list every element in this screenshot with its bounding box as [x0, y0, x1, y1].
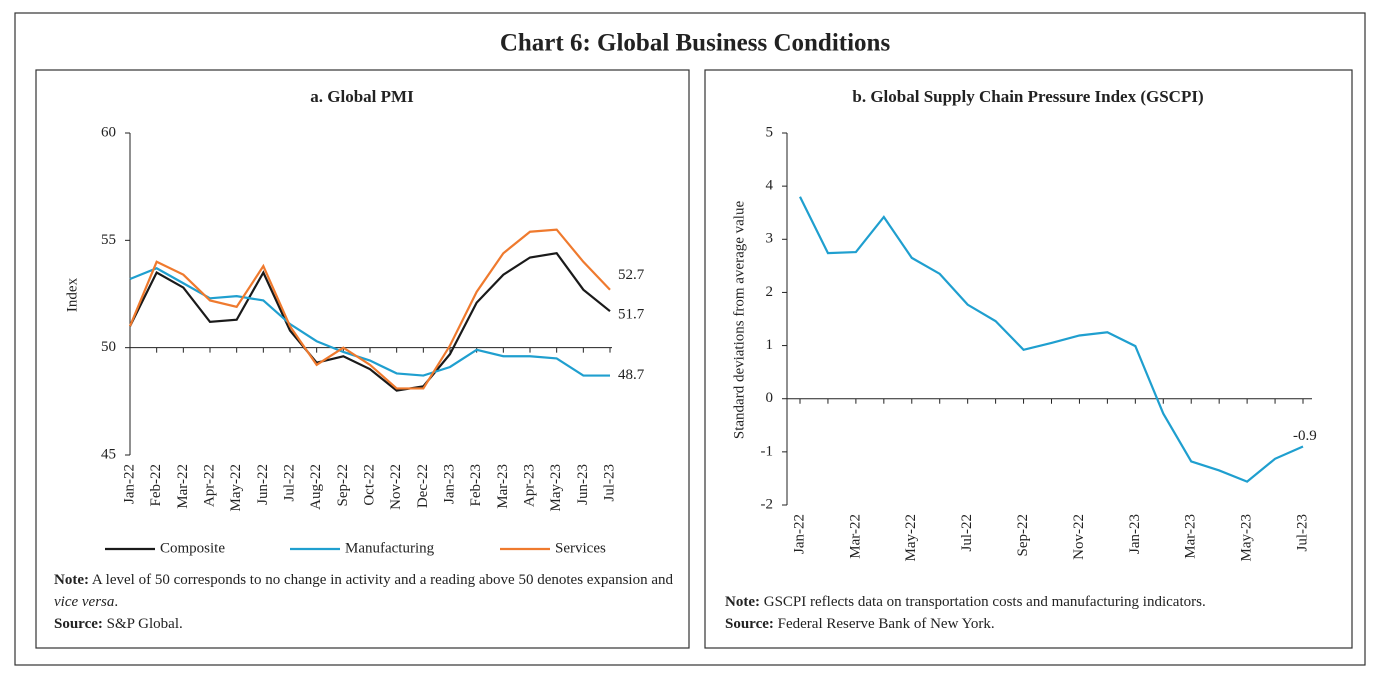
x-tick-label: Mar-23 — [1183, 514, 1199, 559]
x-tick-label: May-23 — [548, 464, 564, 512]
note: Note: A level of 50 corresponds to no ch… — [54, 569, 674, 635]
x-tick-label: Apr-23 — [521, 464, 537, 507]
source-text: S&P Global. — [106, 616, 183, 632]
x-tick-label: May-23 — [1239, 514, 1255, 562]
y-tick-label: 4 — [766, 178, 774, 194]
x-tick-label: Jul-22 — [281, 464, 297, 502]
value-label: 51.7 — [618, 307, 645, 323]
note-label: Note: — [725, 594, 760, 610]
note: Note: GSCPI reflects data on transportat… — [725, 591, 1345, 635]
note-end: . — [114, 594, 119, 610]
y-tick-label: 2 — [766, 284, 774, 300]
y-axis-label: Standard deviations from average value — [731, 201, 747, 440]
value-label: 48.7 — [618, 367, 645, 383]
panel-frame — [35, 69, 690, 649]
legend-label: Manufacturing — [345, 540, 435, 556]
source-text: Federal Reserve Bank of New York. — [777, 616, 995, 632]
y-tick-label: 1 — [766, 337, 774, 353]
legend-label: Services — [555, 540, 606, 556]
x-tick-label: May-22 — [903, 514, 919, 562]
x-tick-label: Jul-23 — [601, 464, 617, 502]
chart-title: Chart 6: Global Business Conditions — [500, 30, 891, 57]
source-line: Source: S&P Global. — [54, 613, 674, 635]
series-line — [129, 252, 611, 392]
x-tick-label: Jun-22 — [255, 464, 271, 505]
y-tick-label: 45 — [101, 446, 116, 462]
x-tick-label: Jan-22 — [791, 514, 807, 554]
x-tick-label: Sep-22 — [1015, 514, 1031, 557]
note-line: Note: GSCPI reflects data on transportat… — [725, 591, 1345, 613]
panel-title: a. Global PMI — [310, 87, 414, 106]
x-tick-label: Nov-22 — [1071, 514, 1087, 560]
x-tick-label: Sep-22 — [335, 464, 351, 507]
x-tick-label: Jan-22 — [121, 464, 137, 504]
y-tick-label: -1 — [761, 443, 774, 459]
x-tick-label: Jul-22 — [959, 514, 975, 552]
series-line — [129, 267, 610, 377]
y-tick-label: 55 — [101, 232, 116, 248]
note-text: GSCPI reflects data on transportation co… — [763, 594, 1206, 610]
value-label: 52.7 — [618, 267, 645, 283]
x-tick-label: Jun-23 — [575, 464, 591, 505]
note-label: Note: — [54, 572, 89, 588]
x-tick-label: Nov-22 — [388, 464, 404, 510]
series-line — [128, 228, 611, 390]
y-tick-label: 50 — [101, 339, 116, 355]
x-tick-label: Mar-23 — [495, 464, 511, 509]
source-label: Source: — [725, 616, 774, 632]
x-tick-label: Feb-23 — [468, 464, 484, 507]
y-tick-label: 60 — [101, 124, 116, 140]
y-axis-label: Index — [64, 277, 80, 312]
x-tick-label: Apr-22 — [201, 464, 217, 507]
series-line — [799, 196, 1304, 483]
x-tick-label: Oct-22 — [361, 464, 377, 506]
x-tick-label: Mar-22 — [847, 514, 863, 559]
x-tick-label: Jul-23 — [1294, 514, 1310, 552]
x-tick-label: May-22 — [228, 464, 244, 512]
note-text: A level of 50 corresponds to no change i… — [91, 572, 674, 588]
x-tick-label: Dec-22 — [415, 464, 431, 508]
x-tick-label: Jan-23 — [1127, 514, 1143, 554]
y-tick-label: 0 — [766, 390, 774, 406]
note-line: Note: A level of 50 corresponds to no ch… — [54, 569, 674, 613]
x-tick-label: Mar-22 — [175, 464, 191, 509]
y-tick-label: 3 — [766, 231, 774, 247]
x-tick-label: Aug-22 — [308, 464, 324, 510]
legend-label: Composite — [160, 540, 225, 556]
x-tick-label: Jan-23 — [441, 464, 457, 504]
note-italic: vice versa — [54, 594, 115, 610]
value-label: -0.9 — [1293, 428, 1317, 444]
source-label: Source: — [54, 616, 103, 632]
source-line: Source: Federal Reserve Bank of New York… — [725, 613, 1345, 635]
y-tick-label: 5 — [766, 124, 774, 140]
panel-frame — [704, 69, 1353, 649]
y-tick-label: -2 — [761, 496, 774, 512]
frame — [14, 12, 1366, 666]
x-tick-label: Feb-22 — [148, 464, 164, 507]
panel-title: b. Global Supply Chain Pressure Index (G… — [852, 87, 1203, 106]
